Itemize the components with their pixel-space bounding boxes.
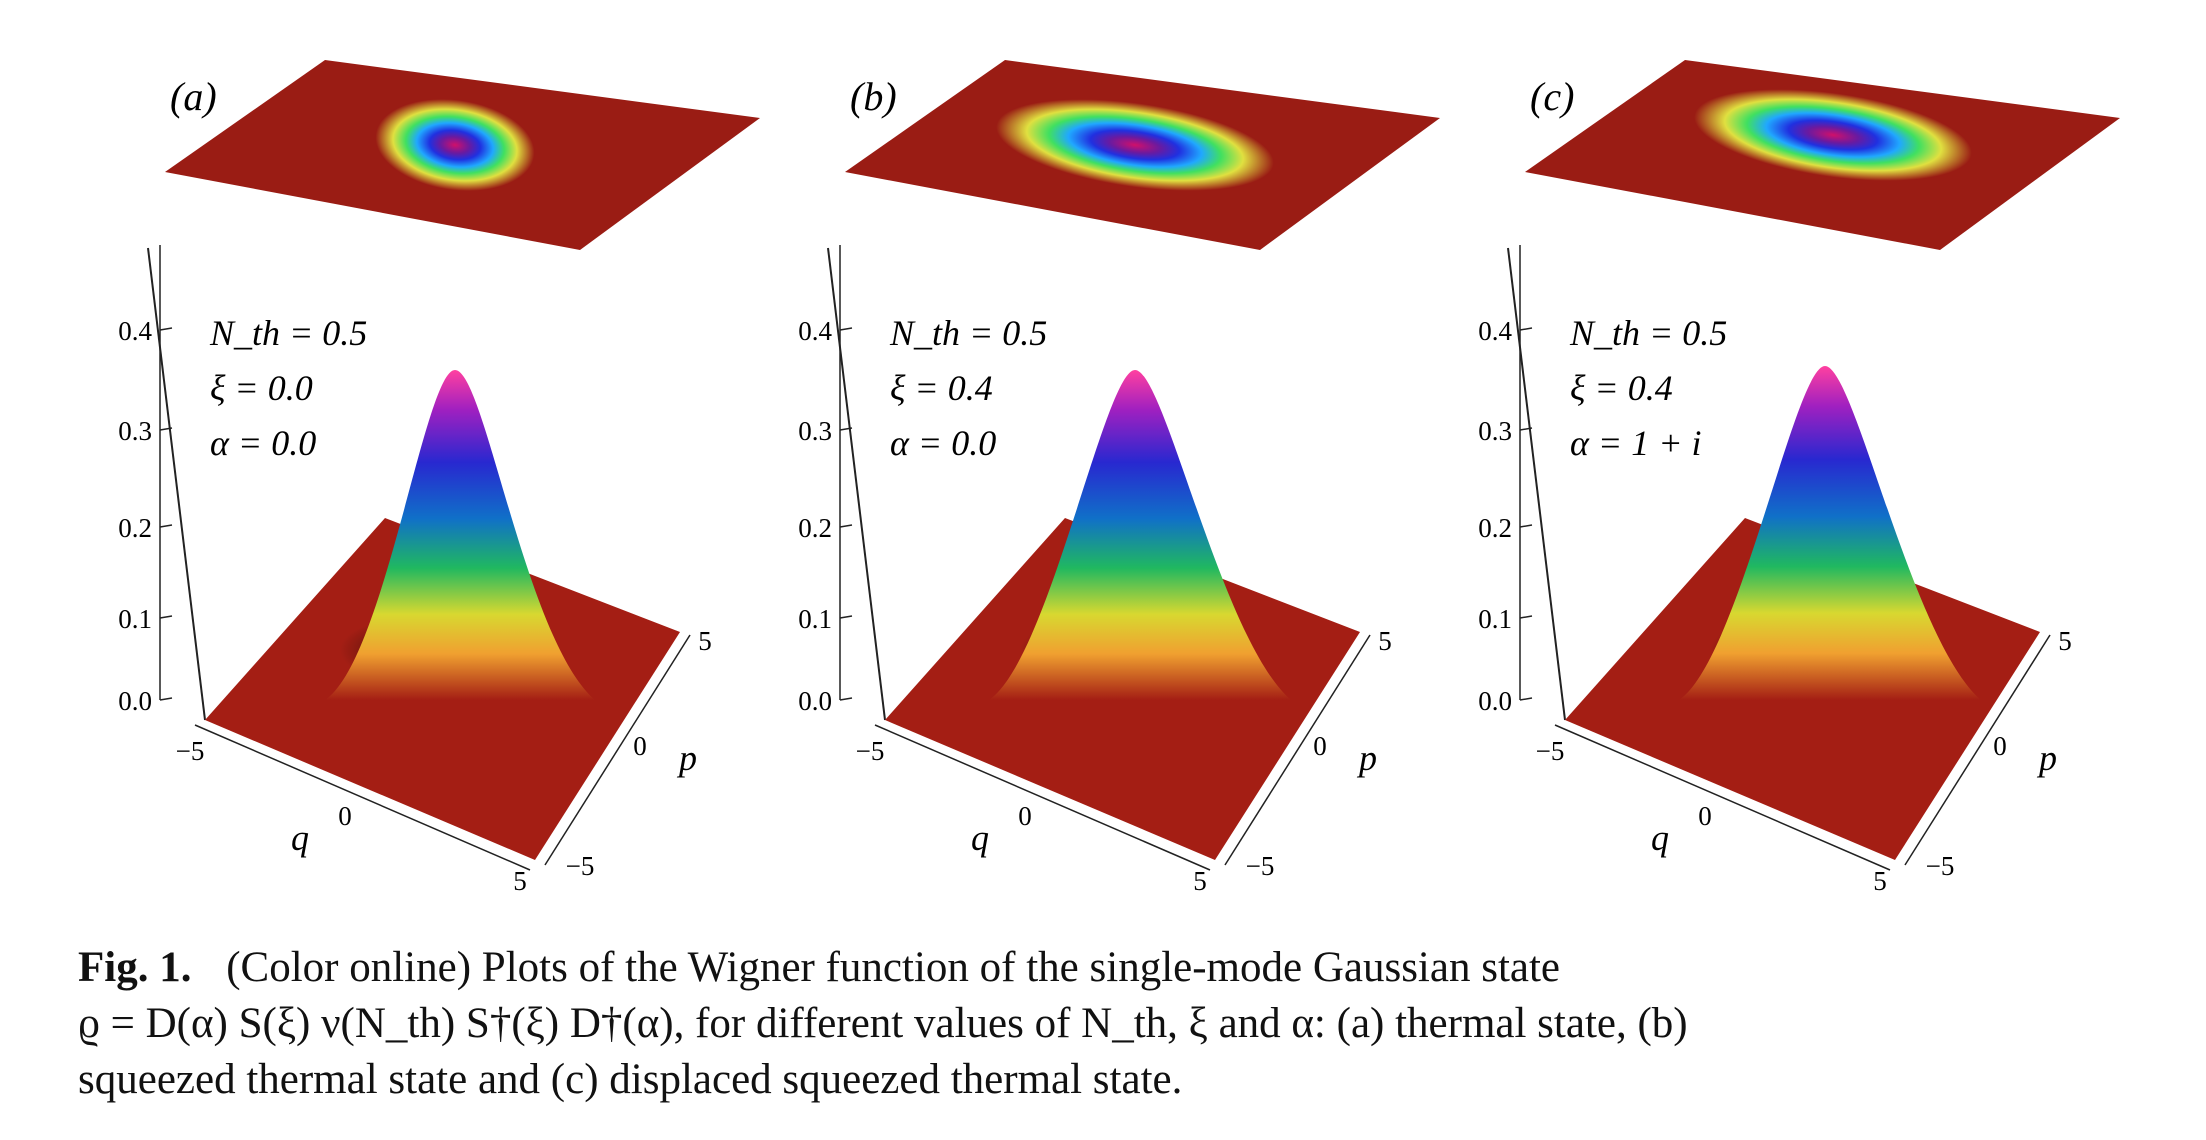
p-axis-label: p — [1356, 738, 1377, 778]
annotation-2: α = 0.0 — [890, 423, 996, 463]
z-tick-label: 0.3 — [1478, 416, 1512, 446]
z-tick-label: 0.2 — [1478, 513, 1512, 543]
density-map — [375, 99, 535, 191]
q-tick-label: 0 — [1698, 801, 1712, 831]
q-axis — [194, 724, 531, 871]
z-tick — [1519, 327, 1533, 331]
figure-caption: Fig. 1. (Color online) Plots of the Wign… — [78, 940, 2138, 1108]
z-axis — [1507, 247, 1566, 721]
annotation-1: ξ = 0.4 — [1570, 368, 1673, 408]
z-axis — [827, 247, 886, 721]
z-tick-label: 0.4 — [118, 316, 152, 346]
z-tick — [839, 615, 853, 619]
z-tick-label: 0.3 — [798, 416, 832, 446]
q-tick-label: −5 — [856, 736, 885, 766]
wigner-peak — [325, 370, 595, 700]
p-tick-label: 5 — [2058, 626, 2072, 656]
p-axis — [544, 634, 691, 866]
z-tick — [159, 615, 173, 619]
z-tick-label: 0.2 — [798, 513, 832, 543]
caption-line-2: ϱ = D(α) S(ξ) ν(N_th) S†(ξ) D†(α), for d… — [78, 1000, 1688, 1047]
annotation-1: ξ = 0.0 — [210, 368, 313, 408]
z-tick-label: 0.4 — [798, 316, 832, 346]
annotation-0: N_th = 0.5 — [209, 313, 367, 353]
q-axis — [874, 724, 1211, 871]
q-tick-label: 0 — [1018, 801, 1032, 831]
p-tick-label: −5 — [1926, 851, 1955, 881]
caption-line-1: (Color online) Plots of the Wigner funct… — [226, 944, 1561, 991]
wigner-figure: (a) 0.0 0.1 0.2 0.3 0.4 N_th = 0.5 ξ = 0.0 α = 0… — [118, 60, 2120, 896]
z-tick — [1519, 615, 1533, 619]
wigner-peak — [1679, 366, 1981, 700]
panel-label-a: (a) — [170, 74, 217, 119]
p-tick-label: 5 — [698, 626, 712, 656]
annotation-1: ξ = 0.4 — [890, 368, 993, 408]
caption-line-3: squeezed thermal state and (c) displaced… — [78, 1056, 1183, 1103]
panel-a: (a) 0.0 0.1 0.2 0.3 0.4 N_th = 0.5 ξ = 0.0 α = 0… — [118, 60, 760, 896]
z-tick — [159, 524, 173, 528]
panel-label-b: (b) — [850, 74, 897, 119]
z-tick-label: 0.1 — [118, 604, 152, 634]
annotation-0: N_th = 0.5 — [1569, 313, 1727, 353]
p-tick-label: 0 — [633, 731, 647, 761]
q-tick-label: 5 — [1193, 866, 1207, 896]
z-tick — [839, 427, 853, 431]
z-tick — [839, 524, 853, 528]
p-axis-label: p — [676, 738, 697, 778]
q-axis-label: q — [1651, 818, 1669, 858]
z-tick-label: 0.2 — [118, 513, 152, 543]
z-tick-label: 0.1 — [798, 604, 832, 634]
panel-b: (b) 0.0 0.1 0.2 0.3 0.4 N_th = 0.5 ξ = 0.4 α = 0… — [798, 60, 1440, 896]
z-tick-label: 0.4 — [1478, 316, 1512, 346]
q-tick-label: 0 — [338, 801, 352, 831]
p-tick-label: −5 — [1246, 851, 1275, 881]
z-tick — [159, 327, 173, 331]
z-tick — [159, 697, 173, 701]
z-tick — [839, 697, 853, 701]
p-tick-label: −5 — [566, 851, 595, 881]
q-axis-label: q — [971, 818, 989, 858]
p-tick-label: 0 — [1313, 731, 1327, 761]
q-axis — [1554, 724, 1891, 871]
q-tick-label: −5 — [176, 736, 205, 766]
wigner-peak — [989, 370, 1291, 700]
p-axis — [1224, 634, 1371, 866]
p-axis-label: p — [2036, 738, 2057, 778]
caption-figure-label: Fig. 1. — [78, 944, 192, 991]
z-tick-label: 0.1 — [1478, 604, 1512, 634]
z-tick — [1519, 427, 1533, 431]
z-tick-label: 0.3 — [118, 416, 152, 446]
q-tick-label: 5 — [1873, 866, 1887, 896]
z-tick-label: 0.0 — [118, 686, 152, 716]
q-tick-label: 5 — [513, 866, 527, 896]
p-axis — [1904, 634, 2051, 866]
density-map — [996, 99, 1274, 191]
panel-c: (c) 0.0 0.1 0.2 0.3 0.4 N_th = 0.5 ξ = 0.4 α = 1… — [1478, 60, 2120, 896]
z-tick — [1519, 524, 1533, 528]
density-map — [1694, 89, 1972, 181]
q-axis-label: q — [291, 818, 309, 858]
z-tick-label: 0.0 — [798, 686, 832, 716]
z-tick — [1519, 697, 1533, 701]
panel-label-c: (c) — [1530, 74, 1574, 119]
annotation-2: α = 0.0 — [210, 423, 316, 463]
z-tick-label: 0.0 — [1478, 686, 1512, 716]
annotation-0: N_th = 0.5 — [889, 313, 1047, 353]
z-tick — [159, 427, 173, 431]
z-tick — [839, 327, 853, 331]
q-tick-label: −5 — [1536, 736, 1565, 766]
p-tick-label: 0 — [1993, 731, 2007, 761]
annotation-2: α = 1 + i — [1570, 423, 1701, 463]
z-axis — [147, 247, 206, 721]
p-tick-label: 5 — [1378, 626, 1392, 656]
